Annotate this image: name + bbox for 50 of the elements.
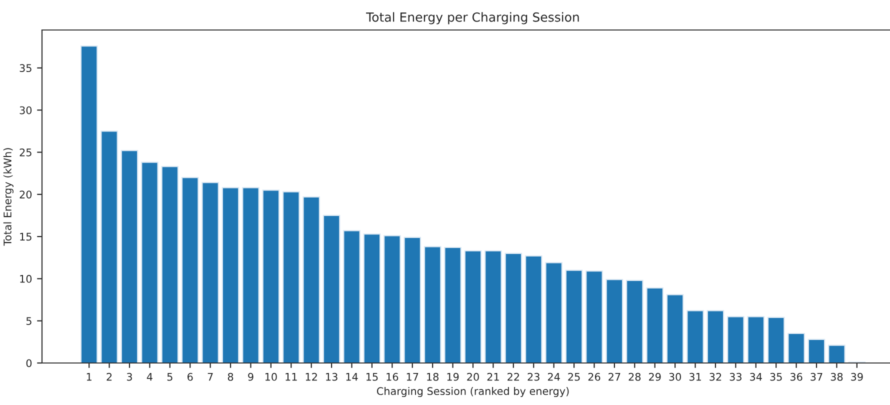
x-tick-label: 33 [730, 372, 742, 381]
x-tick-label: 4 [146, 373, 152, 381]
y-tick-label: 15 [20, 232, 32, 241]
x-tick-label: 19 [447, 372, 459, 381]
x-tick-label: 23 [528, 372, 540, 381]
x-tick-label: 24 [548, 372, 560, 381]
x-tick-label: 9 [248, 372, 254, 381]
x-tick-label: 15 [366, 373, 378, 381]
x-tick-label: 16 [386, 372, 398, 381]
x-tick-label: 34 [750, 372, 762, 381]
x-tick-label: 27 [608, 372, 620, 381]
x-tick-label: 28 [628, 372, 641, 381]
y-tick-label: 25 [20, 148, 32, 156]
x-tick-label: 39 [851, 372, 863, 381]
x-tick-label: 20 [467, 372, 479, 381]
x-tick-label: 18 [427, 372, 438, 381]
x-tick-label: 8 [228, 372, 234, 381]
y-tick-label: 35 [20, 64, 32, 72]
x-tick-label: 30 [669, 372, 681, 381]
y-axis-title: Total Energy (kWh) [3, 148, 14, 246]
x-axis-title: Charging Session (ranked by energy) [376, 386, 569, 398]
x-tick-label: 10 [265, 372, 277, 381]
y-tick-label: 30 [20, 106, 32, 114]
x-tick-label: 38 [830, 372, 843, 381]
x-tick-label: 31 [689, 372, 701, 381]
x-tick-label: 12 [306, 372, 317, 381]
x-tick-label: 3 [126, 372, 132, 381]
x-tick-label: 1 [86, 373, 92, 381]
y-tick-label: 20 [20, 190, 32, 198]
x-tick-label: 14 [346, 373, 358, 381]
x-tick-label: 5 [167, 373, 172, 381]
x-tick-label: 13 [326, 372, 338, 381]
x-tick-label: 29 [648, 372, 661, 381]
y-tick-label: 0 [26, 359, 32, 368]
x-tick-label: 6 [188, 372, 193, 381]
x-tick-label: 7 [208, 373, 213, 381]
x-tick-label: 22 [508, 372, 519, 381]
x-tick-label: 2 [106, 372, 112, 381]
x-tick-label: 25 [568, 372, 580, 381]
x-tick-label: 32 [710, 372, 722, 381]
x-tick-label: 21 [487, 372, 499, 381]
x-tick-label: 35 [770, 372, 782, 381]
chart-title: Total Energy per Charging Session [366, 12, 579, 24]
x-tick-label: 17 [406, 373, 418, 381]
y-tick-label: 5 [26, 317, 32, 325]
x-tick-label: 36 [790, 372, 802, 381]
x-tick-label: 37 [810, 372, 822, 381]
x-tick-label: 26 [588, 372, 600, 381]
y-tick-label: 10 [20, 274, 32, 283]
x-tick-label: 11 [286, 373, 297, 381]
